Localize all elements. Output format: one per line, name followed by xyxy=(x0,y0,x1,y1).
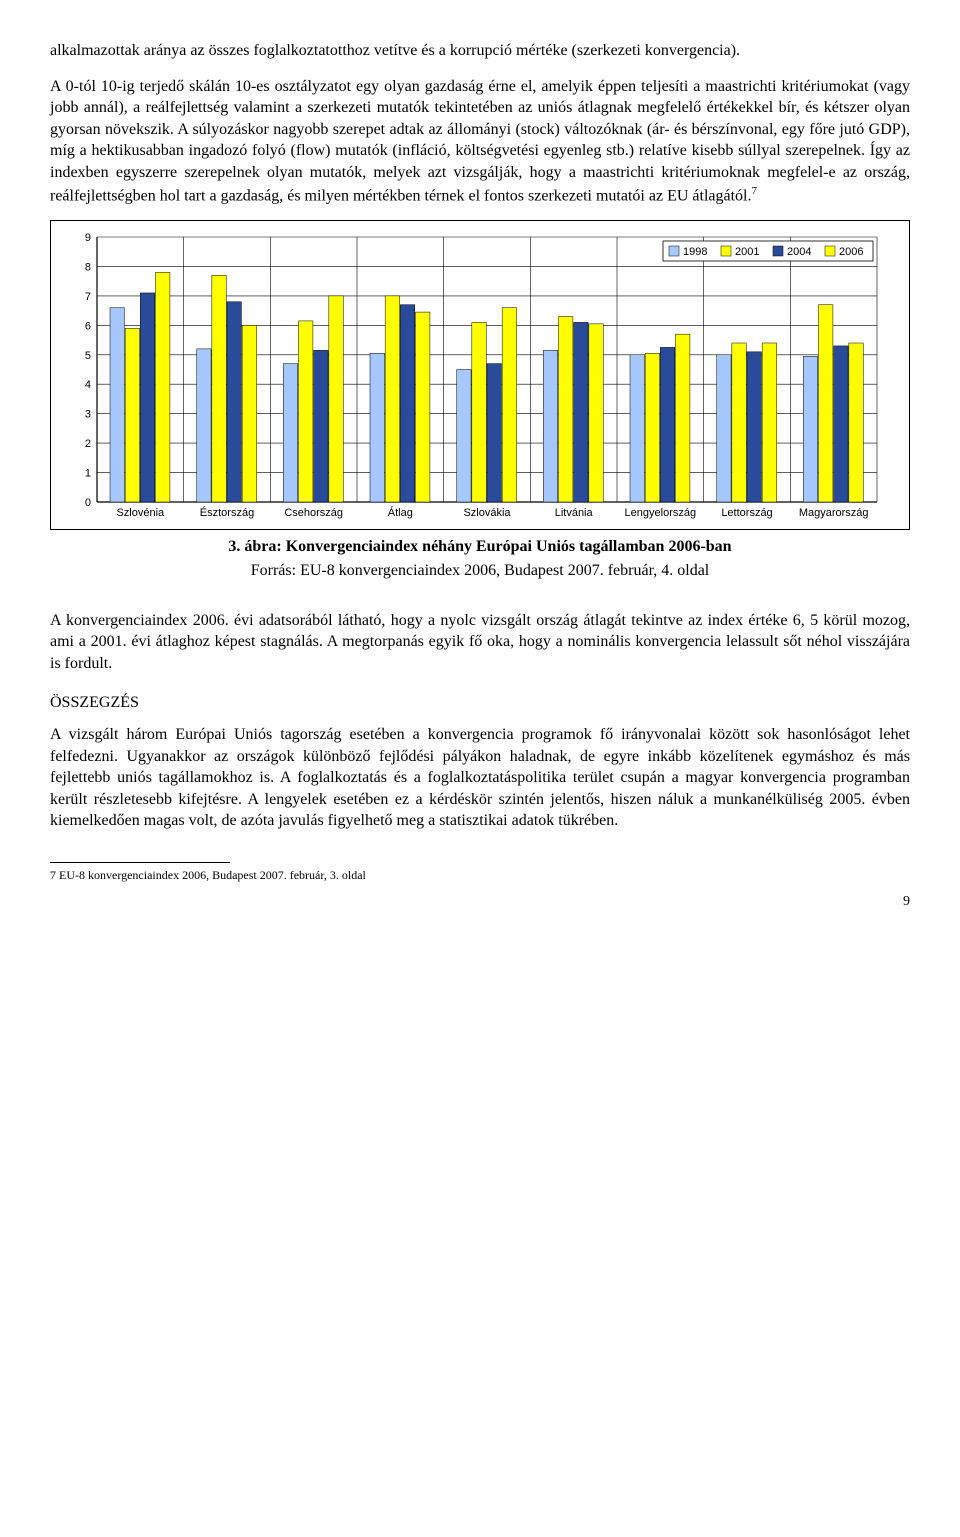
footnote-7: 7 EU-8 konvergenciaindex 2006, Budapest … xyxy=(50,867,910,883)
page-number: 9 xyxy=(50,893,910,912)
svg-text:6: 6 xyxy=(85,321,91,333)
svg-text:Szlovénia: Szlovénia xyxy=(116,507,165,519)
paragraph-intro: alkalmazottak aránya az összes foglalkoz… xyxy=(50,40,910,62)
svg-text:2: 2 xyxy=(85,439,91,451)
svg-text:1: 1 xyxy=(85,468,91,480)
paragraph-analysis: A konvergenciaindex 2006. évi adatsorábó… xyxy=(50,610,910,675)
figure-caption-title: 3. ábra: Konvergenciaindex néhány Európa… xyxy=(228,538,731,555)
figure-source: Forrás: EU-8 konvergenciaindex 2006, Bud… xyxy=(50,560,910,582)
paragraph-main: A 0-tól 10-ig terjedő skálán 10-es osztá… xyxy=(50,76,910,207)
svg-text:5: 5 xyxy=(85,350,91,362)
svg-text:Észtország: Észtország xyxy=(200,506,254,519)
svg-text:0: 0 xyxy=(85,497,91,509)
svg-text:Lengyelország: Lengyelország xyxy=(625,507,697,519)
svg-text:Lettország: Lettország xyxy=(721,507,772,519)
summary-heading: ÖSSZEGZÉS xyxy=(50,692,910,714)
paragraph-summary: A vizsgált három Európai Uniós tagország… xyxy=(50,724,910,832)
figure-caption: 3. ábra: Konvergenciaindex néhány Európa… xyxy=(50,536,910,558)
svg-text:7: 7 xyxy=(85,291,91,303)
svg-text:9: 9 xyxy=(85,232,91,244)
svg-text:2006: 2006 xyxy=(839,246,863,258)
svg-text:Litvánia: Litvánia xyxy=(555,507,594,519)
chart-container: 0 1 2 3 4 5 6 7 8 9 Szlovénia Észtország Csehország Á… xyxy=(50,220,910,530)
svg-text:Magyarország: Magyarország xyxy=(799,507,869,519)
svg-text:1998: 1998 xyxy=(683,246,707,258)
svg-text:8: 8 xyxy=(85,262,91,274)
convergence-chart: 0 1 2 3 4 5 6 7 8 9 Szlovénia Észtország Csehország Á… xyxy=(57,227,887,527)
footnote-ref-7: 7 xyxy=(751,185,757,197)
svg-text:3: 3 xyxy=(85,409,91,421)
paragraph-main-text: A 0-tól 10-ig terjedő skálán 10-es osztá… xyxy=(50,78,910,204)
footnote-separator xyxy=(50,862,230,863)
svg-text:Átlag: Átlag xyxy=(388,506,413,519)
svg-text:2001: 2001 xyxy=(735,246,759,258)
svg-text:2004: 2004 xyxy=(787,246,811,258)
svg-text:4: 4 xyxy=(85,380,91,392)
svg-text:Csehország: Csehország xyxy=(284,507,343,519)
svg-text:Szlovákia: Szlovákia xyxy=(463,507,511,519)
